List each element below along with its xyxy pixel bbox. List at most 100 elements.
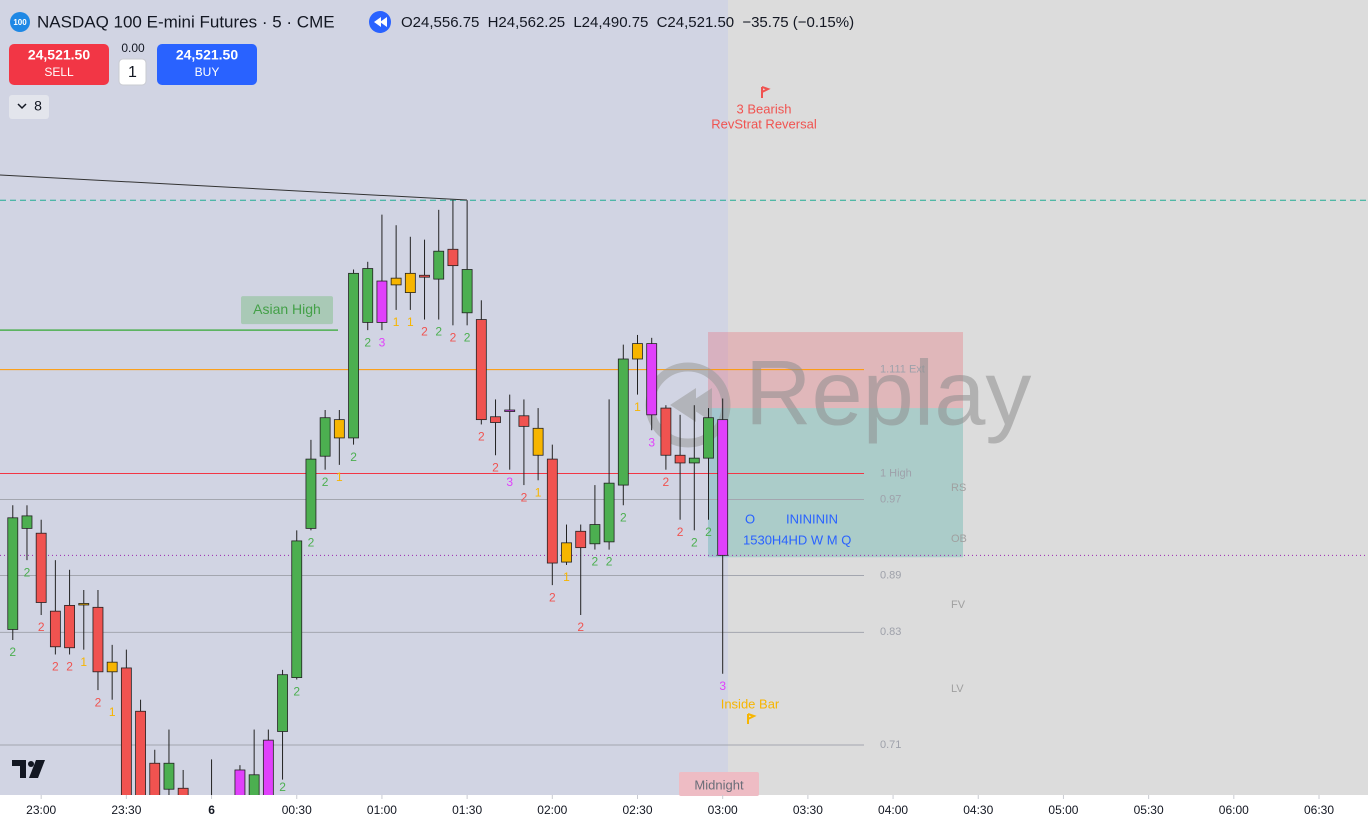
timeframe-label: ININININ <box>786 511 838 526</box>
symbol-title: NASDAQ 100 E-mini Futures · 5 · CME <box>37 12 335 31</box>
tradingview-logo <box>12 760 45 778</box>
candle-body <box>717 419 729 556</box>
quantity-box[interactable] <box>118 58 147 86</box>
asian-high-box <box>241 296 333 325</box>
strat-label: 1 <box>563 570 570 584</box>
strat-label: 2 <box>549 590 556 604</box>
candle-body <box>688 457 700 464</box>
strat-label: 2 <box>350 450 357 464</box>
candle-body <box>490 416 501 423</box>
candle-body <box>21 515 33 529</box>
candle-body <box>376 280 388 323</box>
strat-label: 2 <box>464 330 471 344</box>
ohlc-value: 24,556.75 <box>413 14 480 31</box>
candle-body <box>234 769 246 795</box>
strat-label: 2 <box>677 525 684 539</box>
candle-body <box>348 272 359 439</box>
symbol-logo-text: 100 <box>13 18 27 27</box>
x-tick-label: 06:00 <box>1219 803 1249 817</box>
sell-price: 24,521.50 <box>28 47 90 63</box>
strat-label: 2 <box>9 645 16 659</box>
replay-history-area <box>0 0 728 795</box>
candle-body <box>106 661 118 673</box>
timeframe-label: O <box>745 511 755 526</box>
strat-label: 2 <box>52 660 59 674</box>
candle-body <box>305 458 317 529</box>
x-tick-label: 04:00 <box>878 803 908 817</box>
x-tick-label: 05:30 <box>1134 803 1164 817</box>
logo-part <box>29 760 45 778</box>
level-label: 1 High <box>880 467 912 479</box>
buy-label: BUY <box>195 65 220 79</box>
strat-label: 3 <box>379 335 386 349</box>
x-tick-label: 6 <box>208 803 215 817</box>
zone-label: LV <box>951 683 964 695</box>
candle-body <box>660 407 672 456</box>
candle-body <box>35 532 47 603</box>
candle-body <box>461 269 473 314</box>
candle-body <box>532 427 544 456</box>
x-tick-label: 00:30 <box>282 803 312 817</box>
candle-body <box>291 540 303 678</box>
x-tick-label: 23:30 <box>111 803 141 817</box>
buy-button[interactable] <box>157 44 257 85</box>
buy-price: 24,521.50 <box>176 47 238 63</box>
zones <box>708 332 963 558</box>
candle-body <box>433 250 445 280</box>
candle-body <box>149 762 161 795</box>
strat-label: 2 <box>279 780 286 794</box>
strat-label: 3 <box>648 435 655 449</box>
candle-body <box>64 604 75 649</box>
candle-body <box>333 419 345 439</box>
flag-icon <box>761 86 771 98</box>
candle-body <box>632 343 643 360</box>
position-zone <box>708 408 963 558</box>
midnight-box <box>679 772 759 796</box>
revstrat-label: RevStrat Reversal <box>711 116 817 131</box>
strat-label: 1 <box>535 485 542 499</box>
strat-label: 2 <box>606 555 613 569</box>
strat-label: 2 <box>364 335 371 349</box>
indicators-toggle[interactable] <box>9 95 49 119</box>
candle-body <box>617 358 629 486</box>
candle-body <box>362 268 374 323</box>
strat-label: 2 <box>663 475 670 489</box>
strat-label: 1 <box>407 315 414 329</box>
strat-label: 2 <box>521 490 528 504</box>
x-tick-label: 03:00 <box>708 803 738 817</box>
x-axis: 23:00 23:30 6 00:30 01:00 01:30 02:00 02:30 03:0… <box>26 795 1334 817</box>
spread: 0.00 <box>121 41 145 55</box>
inside-bar-label: Inside Bar <box>721 696 780 711</box>
ohlc-value: 24,490.75 <box>582 14 649 31</box>
x-tick-label: 01:00 <box>367 803 397 817</box>
x-tick-label: 02:00 <box>537 803 567 817</box>
zone-label: OB <box>951 533 967 545</box>
sell-button[interactable] <box>9 44 109 85</box>
candle-body <box>49 610 61 648</box>
strat-label: 3 <box>719 679 726 693</box>
zone-label: RS <box>951 482 966 494</box>
x-tick-label: 02:30 <box>622 803 652 817</box>
replay-button-icon <box>374 17 387 27</box>
annotations: 3 Bearish RevStrat Reversal O ININININ 1… <box>12 86 967 796</box>
strat-label: 2 <box>450 330 457 344</box>
watermark-text: Replay <box>745 342 1031 444</box>
flag-icon <box>747 713 757 724</box>
strat-label: 2 <box>592 555 599 569</box>
quantity: 1 <box>128 64 137 81</box>
strat-label: 2 <box>95 695 102 709</box>
candle-body <box>419 274 430 278</box>
ohlc-value: 24,521.50 <box>667 14 734 31</box>
strat-label: 1 <box>109 705 116 719</box>
ohlc-key: H <box>488 14 499 31</box>
candle-body <box>78 603 90 606</box>
strat-label: 2 <box>66 660 73 674</box>
revstrat-label: 3 Bearish <box>737 101 792 116</box>
strat-label: 2 <box>705 525 712 539</box>
candle-body <box>163 762 175 790</box>
ohlc-key: C <box>657 14 668 31</box>
candle-body <box>248 774 260 795</box>
candle-body <box>135 710 146 795</box>
strat-label: 2 <box>38 620 45 634</box>
